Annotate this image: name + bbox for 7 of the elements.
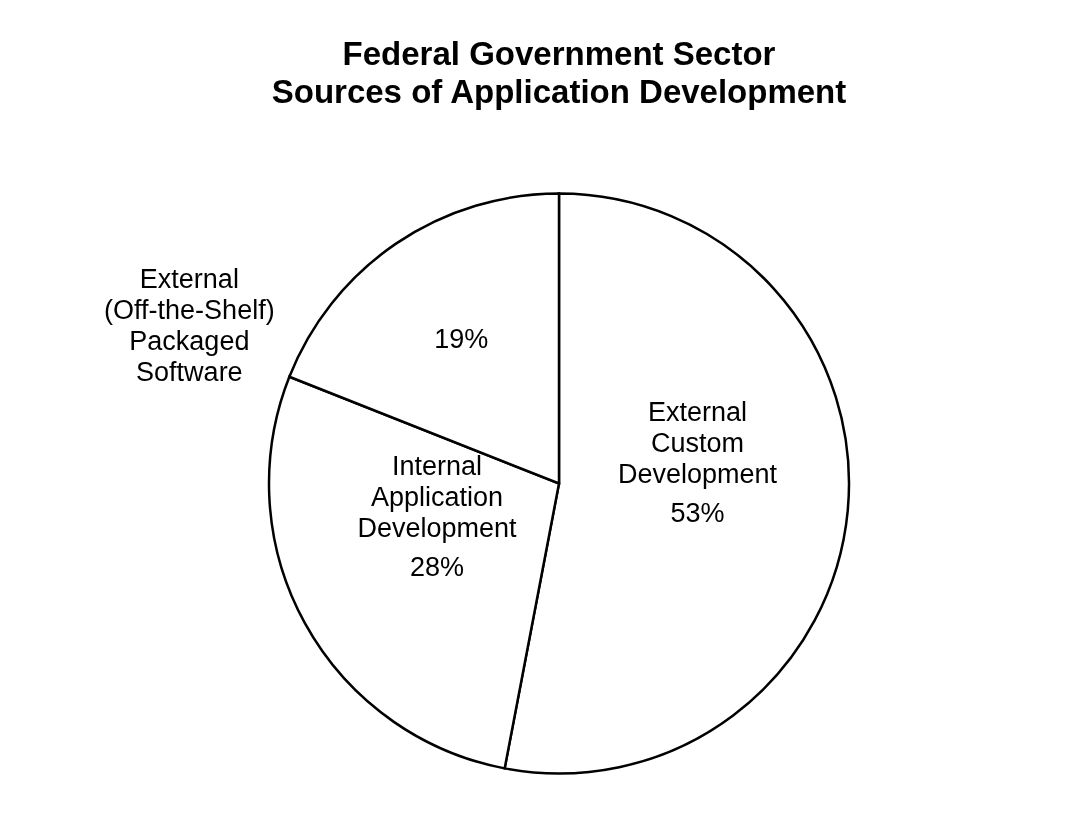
data-label: 28% xyxy=(409,551,465,582)
chart-title: Federal Government Sector Sources of Application Development xyxy=(271,35,847,110)
data-label: 19% xyxy=(434,323,489,354)
slice-label: Internal Application Development xyxy=(357,450,518,543)
slice-label: External (Off-the-Shelf) Packaged Software xyxy=(104,263,275,387)
slice-label: External Custom Development xyxy=(618,396,778,489)
data-label: 53% xyxy=(670,497,725,528)
